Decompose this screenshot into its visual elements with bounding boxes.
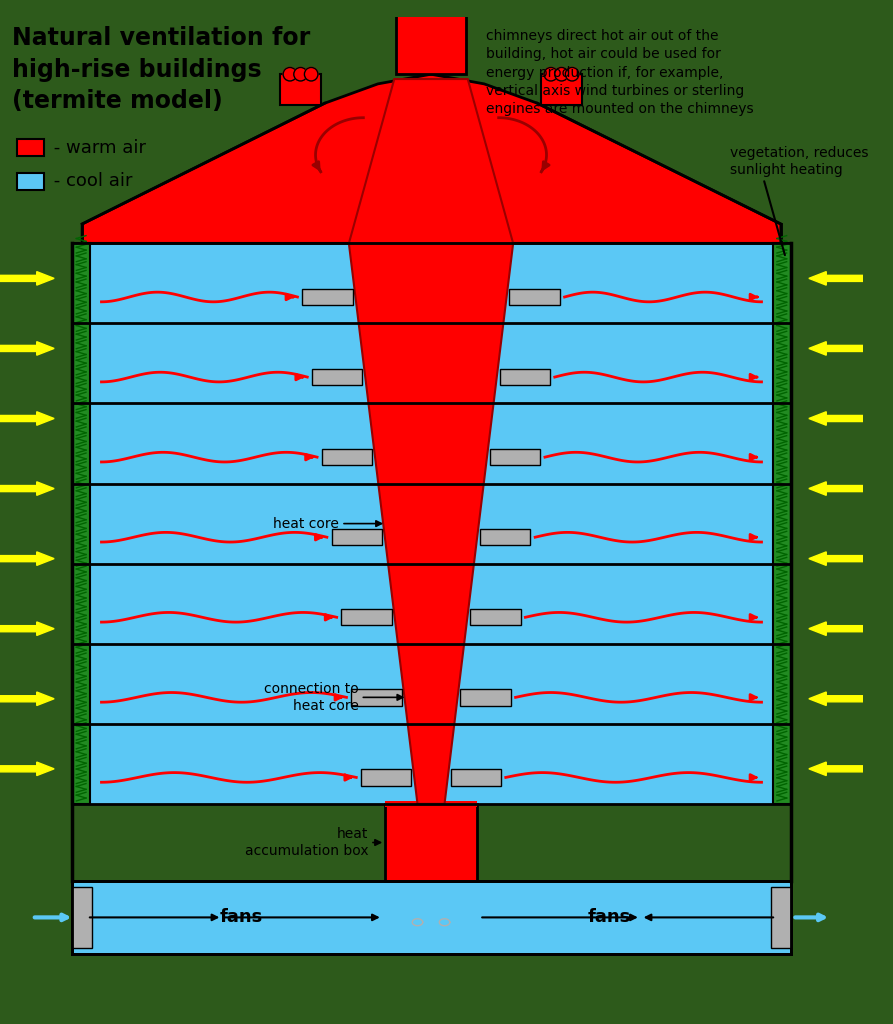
FancyArrow shape (0, 271, 54, 285)
Bar (90, 563, 773, 644)
Bar (312, 369, 363, 385)
Bar (385, 804, 477, 882)
Bar (480, 529, 530, 546)
Bar (341, 609, 392, 626)
Circle shape (283, 68, 296, 81)
FancyArrow shape (809, 412, 870, 425)
FancyArrow shape (809, 552, 870, 565)
Bar (773, 244, 790, 804)
Text: chimneys direct hot air out of the
building, hot air could be used for
energy pr: chimneys direct hot air out of the build… (486, 29, 754, 117)
Bar (72, 882, 790, 953)
Bar (351, 689, 402, 706)
Circle shape (409, 0, 425, 9)
FancyArrow shape (809, 271, 870, 285)
Bar (396, 2, 466, 74)
Circle shape (305, 68, 318, 81)
Bar (510, 289, 560, 305)
FancyArrow shape (809, 482, 870, 496)
Bar (361, 769, 412, 785)
FancyArrow shape (809, 762, 870, 775)
Text: Natural ventilation for
high-rise buildings
(termite model): Natural ventilation for high-rise buildi… (12, 26, 310, 113)
Text: - cool air: - cool air (48, 172, 133, 190)
FancyArrow shape (0, 482, 54, 496)
FancyArrow shape (809, 342, 870, 355)
Bar (451, 769, 501, 785)
Circle shape (565, 68, 579, 81)
FancyArrow shape (809, 692, 870, 706)
Text: heat
accumulation box: heat accumulation box (245, 826, 368, 858)
Polygon shape (349, 79, 513, 244)
FancyArrow shape (0, 552, 54, 565)
Bar (772, 887, 790, 948)
Bar (303, 289, 353, 305)
Bar (385, 801, 477, 807)
Circle shape (294, 68, 307, 81)
Bar (321, 449, 372, 465)
FancyArrow shape (0, 762, 54, 775)
Bar (17, 173, 45, 190)
Text: vegetation, reduces
sunlight heating: vegetation, reduces sunlight heating (730, 145, 868, 177)
Bar (490, 449, 540, 465)
FancyArrow shape (0, 622, 54, 636)
Bar (541, 74, 581, 105)
Text: heat core: heat core (273, 516, 339, 530)
Bar (500, 369, 550, 385)
Bar (90, 244, 773, 324)
FancyArrow shape (0, 342, 54, 355)
Bar (90, 324, 773, 403)
Polygon shape (349, 244, 513, 804)
Circle shape (555, 68, 568, 81)
Bar (331, 529, 382, 546)
Circle shape (423, 0, 438, 9)
Circle shape (544, 68, 557, 81)
Bar (90, 644, 773, 724)
Text: - warm air: - warm air (48, 138, 146, 157)
Bar (72, 244, 90, 804)
Text: fans: fans (220, 908, 263, 927)
Circle shape (438, 0, 453, 9)
Circle shape (396, 0, 411, 9)
Bar (90, 483, 773, 563)
Bar (461, 689, 511, 706)
Text: fans: fans (588, 908, 630, 927)
Bar (17, 139, 45, 157)
Bar (72, 887, 92, 948)
Polygon shape (82, 74, 780, 244)
Bar (471, 609, 521, 626)
Bar (90, 724, 773, 804)
Bar (90, 403, 773, 483)
FancyArrow shape (0, 692, 54, 706)
Text: connection to
heat core: connection to heat core (263, 682, 358, 713)
FancyArrow shape (0, 412, 54, 425)
Bar (280, 74, 321, 105)
Circle shape (451, 0, 467, 9)
FancyArrow shape (809, 622, 870, 636)
